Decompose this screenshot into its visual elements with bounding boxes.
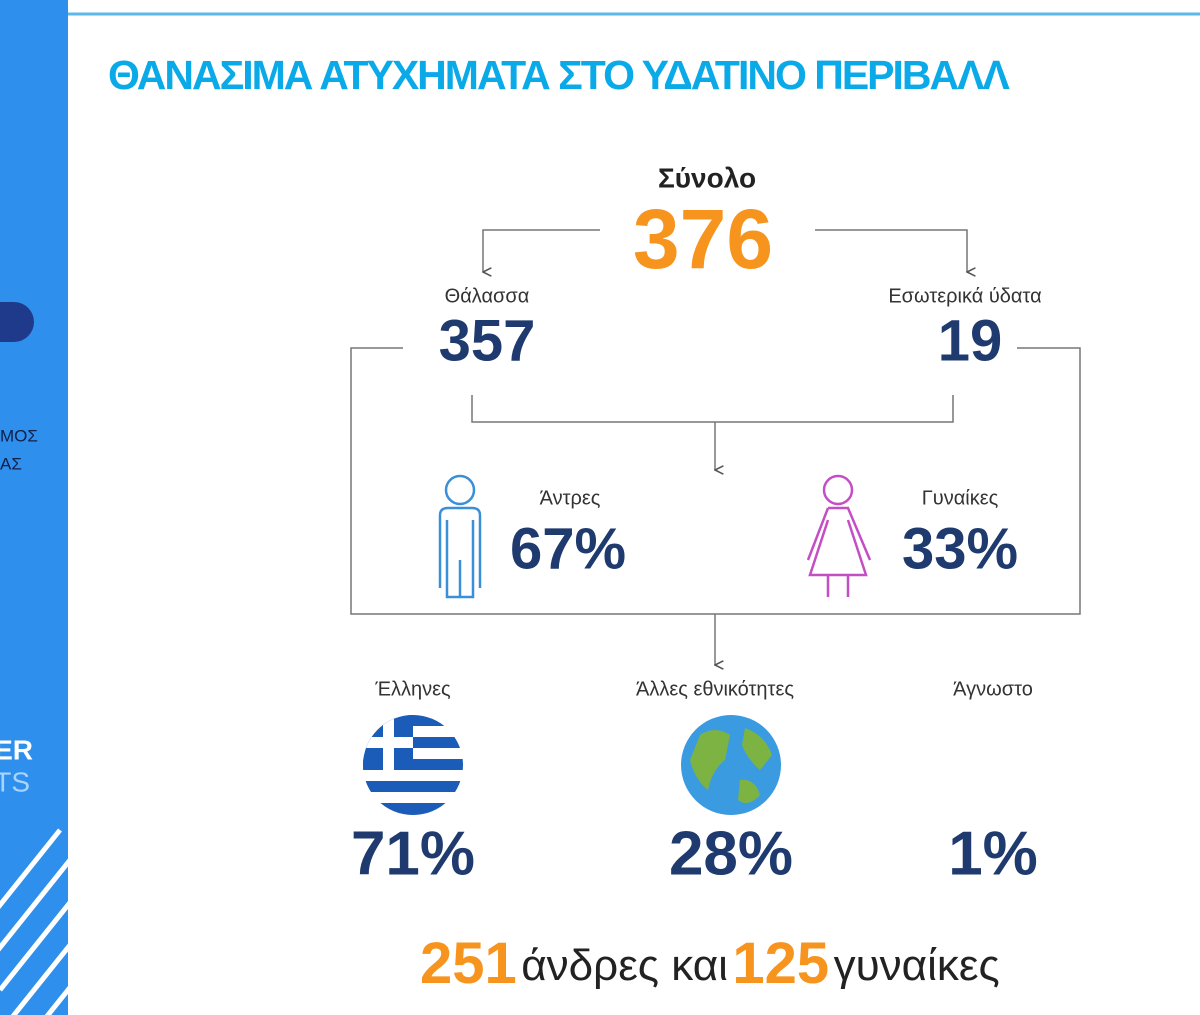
women-value: 33%	[902, 516, 1018, 581]
women-count: 125	[732, 931, 829, 996]
men-value: 67%	[510, 516, 626, 581]
others-value: 28%	[669, 819, 793, 888]
total-label: Σύνολο	[658, 162, 756, 193]
others-label: Άλλες εθνικότητες	[636, 678, 794, 700]
sidebar-text: ΑΣ	[0, 454, 22, 473]
greeks-value: 71%	[351, 819, 475, 888]
summary-text: άνδρες και	[521, 941, 728, 990]
sea-value: 357	[439, 308, 536, 373]
man-icon	[438, 474, 482, 599]
sea-label: Θάλασσα	[445, 285, 530, 307]
title: ΘΑΝΑΣΙΜΑ ΑΤΥΧΗΜΑΤΑ ΣΤΟ ΥΔΑΤΙΝΟ ΠΕΡΙΒΑΛΛ	[108, 52, 1010, 98]
men-label: Άντρες	[540, 487, 601, 509]
woman-icon	[806, 474, 872, 597]
women-label: Γυναίκες	[922, 487, 999, 509]
summary-text: γυναίκες	[834, 941, 1000, 990]
summary: 251 άνδρες και 125 γυναίκες	[420, 931, 1000, 996]
sidebar-text: ΜΟΣ	[0, 426, 38, 445]
total-value: 376	[633, 192, 773, 286]
unknown-value: 1%	[948, 819, 1038, 888]
globe	[681, 715, 781, 815]
inland-value: 19	[938, 308, 1003, 373]
sidebar: ΜΟΣ ΑΣ ER TS	[0, 0, 68, 1015]
inland-label: Εσωτερικά ύδατα	[888, 285, 1041, 307]
men-count: 251	[420, 931, 517, 996]
greek-flag	[363, 715, 463, 815]
greeks-label: Έλληνες	[374, 678, 451, 700]
unknown-label: Άγνωστο	[953, 678, 1033, 700]
sidebar-logo: ER	[0, 734, 33, 765]
sidebar-logo: TS	[0, 766, 30, 797]
